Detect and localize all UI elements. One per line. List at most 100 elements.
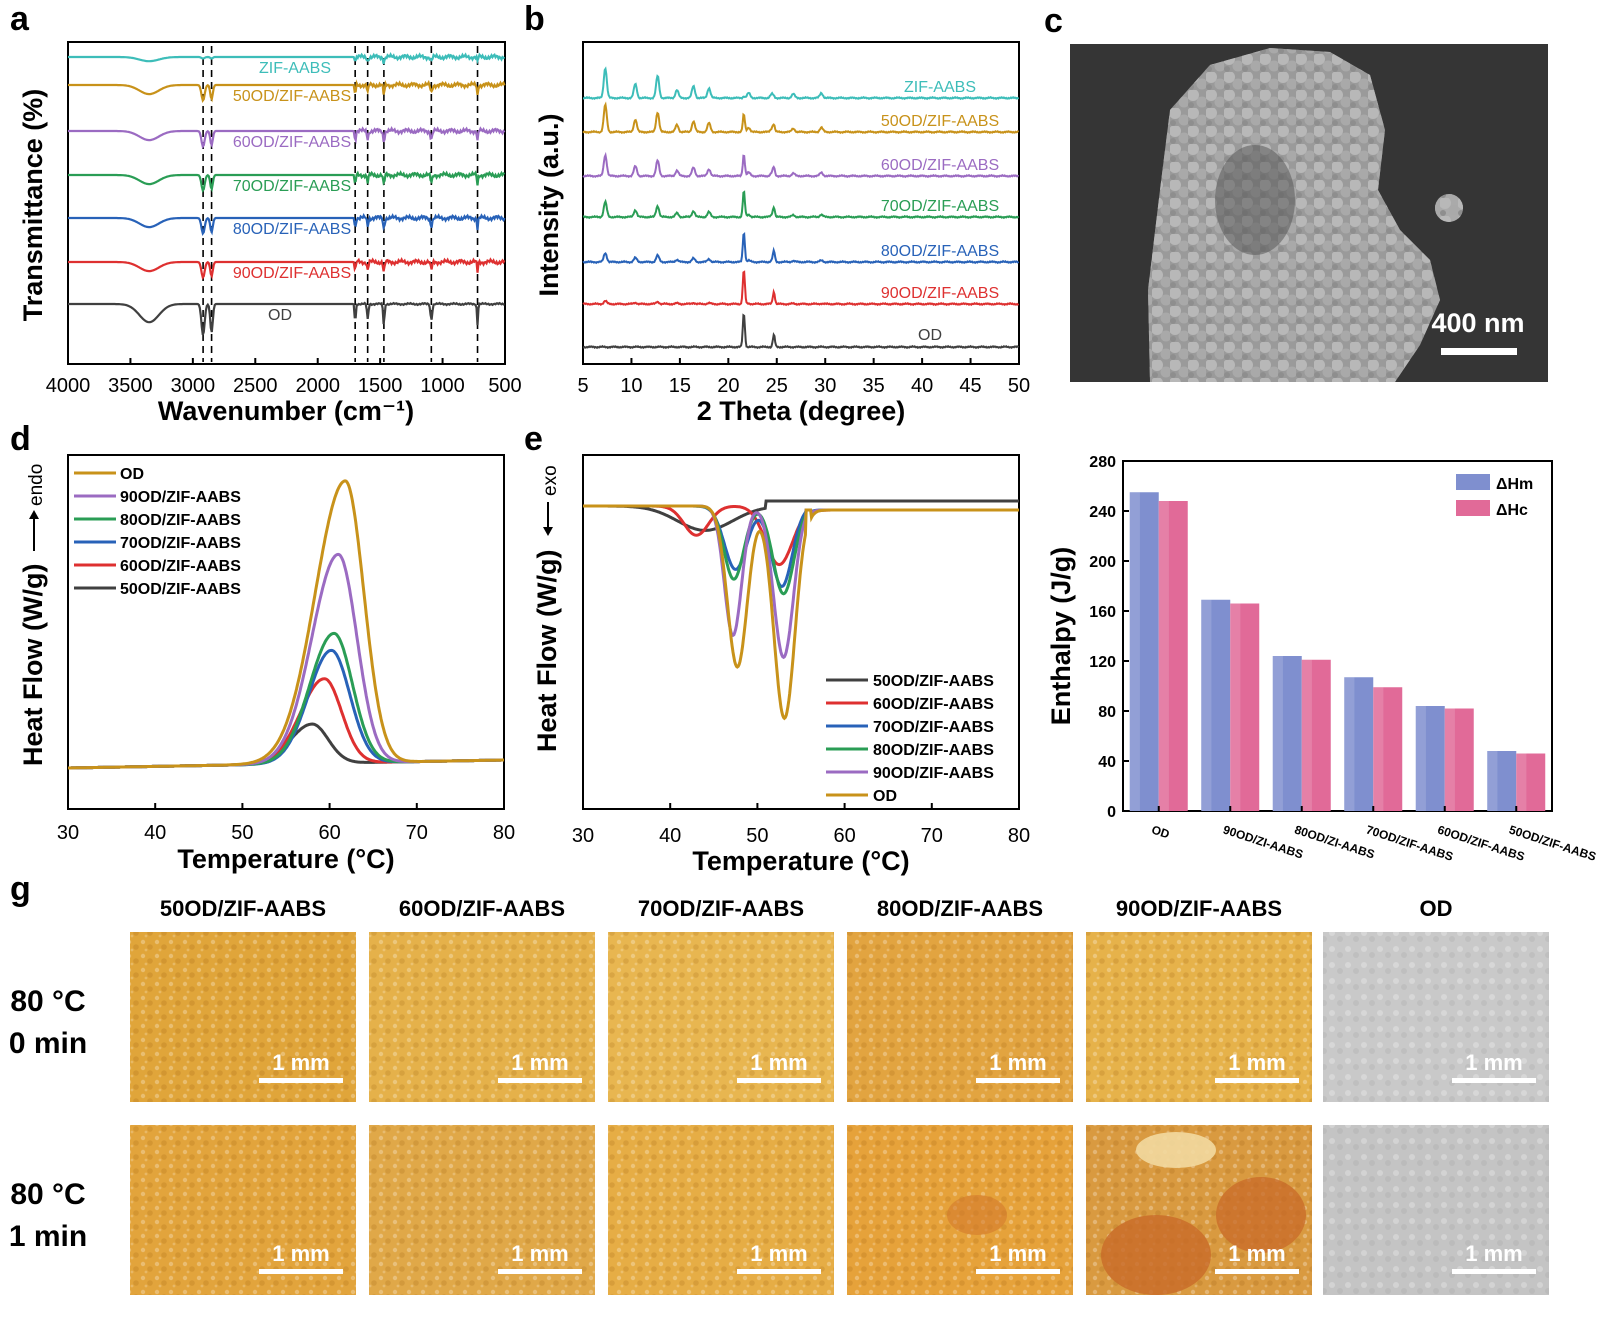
panel-f-bar	[1415, 706, 1445, 811]
panel-b-ylabel: Intensity (a.u.)	[534, 113, 564, 296]
panel-e-series-line	[583, 499, 1019, 532]
panel-f-xticks: OD 90OD/ZI-AABS80OD/ZI-AABS70OD/ZIF-AABS6…	[1150, 806, 1598, 864]
panel-a-tick-label: 3500	[108, 375, 153, 397]
panel-label-c: c	[1044, 2, 1063, 40]
panel-e-legend-label: 80OD/ZIF-AABS	[873, 742, 994, 759]
panel-c: c 400 nm	[1044, 2, 1548, 382]
panel-d-tick-label: 50	[231, 822, 253, 844]
micrograph-scale-label: 1 mm	[989, 1050, 1046, 1075]
panel-f-bar-highlight	[1344, 677, 1355, 811]
panel-f-tick-label: 160	[1089, 604, 1116, 621]
panel-b-series-line	[582, 190, 1020, 220]
panel-f-tick-label: 0	[1107, 804, 1116, 821]
micrograph-texture	[608, 1125, 834, 1295]
panel-a-tick-label: 1500	[358, 375, 403, 397]
panel-f-bar-highlight	[1373, 687, 1384, 811]
sem-particle-aggregate	[1148, 48, 1463, 382]
panel-e-series-line	[583, 504, 1019, 721]
panel-d: d OD 90OD/ZIF-AABS 80OD/ZIF-AABS 70OD/ZIF-A…	[10, 420, 515, 874]
panel-e-legend-label: OD	[873, 788, 897, 805]
panel-d-xticks: 30 40 50 60 70 80	[57, 803, 515, 844]
panel-b-tick-label: 15	[669, 375, 691, 397]
panel-b-tick-label: 25	[766, 375, 788, 397]
panel-b-curves: ZIF-AABS 50OD/ZIF-AABS 60OD/ZIF-AABS 70OD/Z…	[582, 66, 1020, 350]
panel-f-bar	[1373, 687, 1403, 811]
panel-f-legend-swatch	[1456, 474, 1490, 490]
panel-b-tick-label: 35	[863, 375, 885, 397]
panel-d-tick-label: 70	[406, 822, 428, 844]
panel-f-frame	[1122, 460, 1553, 812]
micrograph-scale-label: 1 mm	[511, 1241, 568, 1266]
panel-a-series-label: 60OD/ZIF-AABS	[233, 134, 351, 151]
panel-g-row-label: 80 °C	[10, 985, 85, 1018]
micrograph-scale-label: 1 mm	[1228, 1050, 1285, 1075]
panel-f-bar-highlight	[1444, 708, 1455, 811]
micrograph-texture	[130, 932, 356, 1102]
panel-e-tick-label: 70	[921, 825, 943, 847]
panel-e-frame	[582, 454, 1020, 810]
panel-f-bars	[1129, 492, 1546, 811]
panel-b: b ZIF-AABS 50OD/ZIF-AABS 60OD/ZIF-AABS 70OD…	[524, 0, 1030, 426]
panel-d-tick-label: 30	[57, 822, 79, 844]
panel-f-bar-highlight	[1487, 751, 1498, 811]
micrograph-texture	[1323, 932, 1549, 1102]
micrograph-scale-bar	[1215, 1269, 1299, 1274]
panel-a-series-line	[68, 170, 506, 193]
micrograph-scale-bar	[737, 1269, 821, 1274]
panel-f-xtick-label: OD	[1150, 823, 1172, 842]
panel-b-series-label: OD	[918, 327, 942, 344]
panel-a-series-line	[68, 125, 506, 149]
panel-e-xticks: 30 40 50 60 70 80	[572, 803, 1030, 847]
panel-f-bar	[1158, 501, 1188, 811]
panel-b-series-line	[582, 66, 1020, 101]
panel-f-bar-highlight	[1301, 659, 1312, 811]
panel-b-series-label: 50OD/ZIF-AABS	[881, 113, 999, 130]
panel-b-xlabel: 2 Theta (degree)	[697, 396, 906, 426]
panel-d-legend-label: 50OD/ZIF-AABS	[120, 581, 241, 598]
panel-b-tick-label: 30	[814, 375, 836, 397]
micrograph-scale-label: 1 mm	[989, 1241, 1046, 1266]
panel-b-tick-label: 20	[717, 375, 739, 397]
panel-b-series-label: 90OD/ZIF-AABS	[881, 285, 999, 302]
micrograph-texture	[1086, 932, 1312, 1102]
micrograph-scale-label: 1 mm	[1465, 1241, 1522, 1266]
panel-a-series-label: 50OD/ZIF-AABS	[233, 88, 351, 105]
panel-a-series-label: 70OD/ZIF-AABS	[233, 178, 351, 195]
panel-f-bar-highlight	[1230, 603, 1241, 811]
panel-g-column-header: OD	[1420, 896, 1453, 921]
panel-e-curves	[583, 499, 1019, 721]
panel-e-tick-label: 60	[833, 825, 855, 847]
micrograph-scale-label: 1 mm	[1465, 1050, 1522, 1075]
panel-d-curves	[68, 479, 504, 770]
panel-d-series-line	[68, 648, 504, 770]
panel-b-series-line	[582, 232, 1020, 265]
panel-f-bar	[1487, 751, 1517, 811]
panel-f-legend-label: ΔHm	[1496, 476, 1533, 493]
panel-b-tick-label: 40	[911, 375, 933, 397]
panel-g-row-label: 0 min	[9, 1027, 87, 1060]
panel-a-series-line	[68, 256, 506, 280]
micrograph-scale-bar	[498, 1078, 582, 1083]
panel-d-ylabel-group: Heat Flow (W/g) endo	[18, 464, 48, 766]
panel-f-legend-swatch	[1456, 500, 1490, 516]
panel-a-tick-label: 1000	[420, 375, 465, 397]
panel-b-series-line	[582, 270, 1020, 307]
panel-a-tick-label: 4000	[46, 375, 91, 397]
panel-f-tick-label: 240	[1089, 504, 1116, 521]
sem-scale-bar	[1441, 348, 1517, 355]
panel-b-series-line	[582, 151, 1019, 179]
panel-label-g: g	[10, 870, 31, 908]
panel-f-ylabel: Enthalpy (J/g)	[1046, 547, 1076, 726]
panel-f-legend-label: ΔHc	[1496, 502, 1528, 519]
panel-a-series-label: ZIF-AABS	[259, 60, 331, 77]
panel-b-series-line	[582, 101, 1020, 135]
panel-f-bar	[1201, 599, 1231, 811]
micrograph-scale-bar	[498, 1269, 582, 1274]
panel-d-legend-label: 90OD/ZIF-AABS	[120, 489, 241, 506]
micrograph-scale-bar	[259, 1269, 343, 1274]
panel-g-column-header: 50OD/ZIF-AABS	[160, 896, 326, 921]
panel-b-series-line	[582, 313, 1020, 350]
micrograph-scale-bar	[976, 1078, 1060, 1083]
panel-f-bar	[1516, 753, 1546, 811]
panel-b-tick-label: 50	[1008, 375, 1030, 397]
